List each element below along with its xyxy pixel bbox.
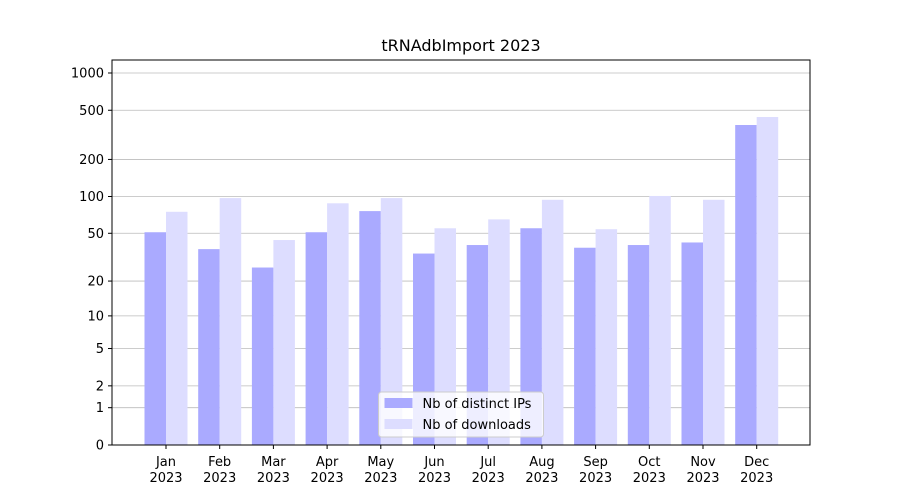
legend-swatch xyxy=(384,419,413,429)
bar xyxy=(251,267,274,445)
bar xyxy=(627,245,650,445)
x-tick-label: Apr 2023 xyxy=(311,455,344,486)
y-tick-label: 0 xyxy=(96,439,104,454)
y-tick-label: 10 xyxy=(87,309,104,324)
bar xyxy=(520,228,542,445)
bar xyxy=(735,124,757,445)
bar xyxy=(144,232,166,445)
y-tick-label: 100 xyxy=(79,190,104,205)
bar xyxy=(703,199,725,445)
bar xyxy=(380,198,403,445)
legend-swatch xyxy=(384,398,413,408)
x-tick-label: Dec 2023 xyxy=(740,455,773,486)
bar xyxy=(541,199,564,445)
y-tick-label: 5 xyxy=(96,342,104,357)
chart-title: tRNAdbImport 2023 xyxy=(381,36,540,55)
x-tick-label: Feb 2023 xyxy=(203,455,236,486)
y-tick-label: 1000 xyxy=(71,66,104,81)
bar xyxy=(327,203,349,445)
bar xyxy=(649,195,671,445)
legend-box xyxy=(378,391,544,438)
bar xyxy=(756,117,779,446)
bar xyxy=(434,228,456,445)
y-tick-label: 500 xyxy=(79,104,104,119)
x-tick-label: May 2023 xyxy=(364,455,397,486)
x-tick-label: Mar 2023 xyxy=(257,455,290,486)
bar xyxy=(219,198,242,445)
plot-frame xyxy=(111,59,811,446)
x-tick-label: Jul 2023 xyxy=(472,455,505,486)
y-tick-label: 1 xyxy=(96,401,104,416)
y-tick-label: 50 xyxy=(87,227,104,242)
bar xyxy=(166,211,188,445)
bar xyxy=(305,232,328,445)
x-tick-label: Nov 2023 xyxy=(686,455,719,486)
bar xyxy=(359,211,381,445)
legend-label: Nb of downloads xyxy=(423,418,532,433)
bar xyxy=(681,242,703,445)
bar xyxy=(595,229,618,445)
x-tick-label: Sep 2023 xyxy=(579,455,612,486)
bar xyxy=(273,240,295,445)
x-tick-label: Aug 2023 xyxy=(525,455,558,486)
y-tick-label: 200 xyxy=(79,153,104,168)
bar xyxy=(198,249,220,445)
x-tick-label: Jan 2023 xyxy=(149,455,182,486)
y-tick-label: 20 xyxy=(87,275,104,290)
x-tick-label: Oct 2023 xyxy=(633,455,666,486)
legend-label: Nb of distinct IPs xyxy=(423,397,532,412)
bar xyxy=(488,219,510,445)
bar xyxy=(574,247,596,445)
y-tick-label: 2 xyxy=(96,379,104,394)
x-tick-label: Jun 2023 xyxy=(418,455,451,486)
